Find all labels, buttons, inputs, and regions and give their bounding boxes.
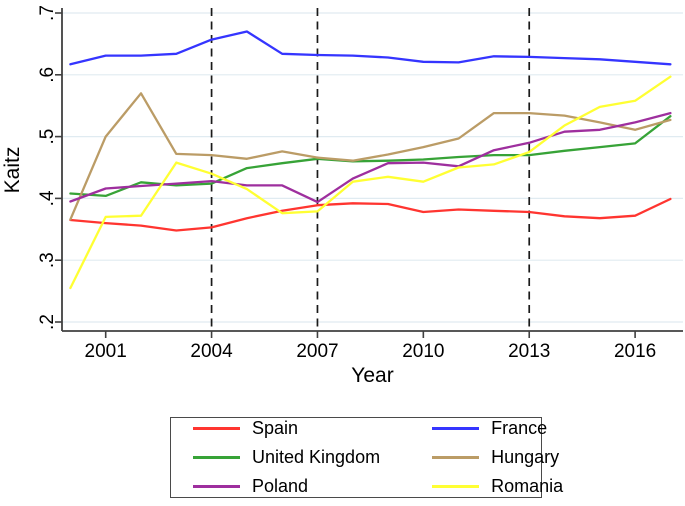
y-axis-title: Kaitz	[1, 146, 24, 194]
legend-item-france: France	[432, 418, 563, 439]
legend-label-france: France	[491, 418, 548, 438]
x-tick-label: 2013	[508, 341, 550, 362]
legend-item-spain: Spain	[193, 418, 380, 439]
series-line-poland	[69, 111, 672, 204]
y-tick-label: .6	[37, 67, 58, 83]
legend-item-poland: Poland	[193, 476, 380, 497]
x-tick-label: 2001	[85, 341, 127, 362]
legend-label-united-kingdom: United Kingdom	[252, 447, 381, 467]
series-line-hungary	[69, 92, 672, 221]
series-line-romania	[69, 75, 672, 290]
series-line-france	[69, 30, 672, 66]
legend-swatch-romania	[432, 485, 480, 488]
y-tick-label: .7	[37, 5, 58, 21]
legend-swatch-hungary	[432, 456, 480, 459]
legend-grid: Spain United Kingdom Poland France Hungary Ro…	[171, 412, 577, 503]
legend-swatch-poland	[193, 485, 240, 488]
y-tick-label: .2	[37, 314, 58, 330]
legend-swatch-united-kingdom	[193, 456, 240, 459]
series-line-spain	[69, 197, 672, 232]
y-tick-label: .5	[37, 129, 58, 145]
x-tick-label: 2016	[614, 341, 656, 362]
legend-label-spain: Spain	[252, 418, 299, 438]
legend-item-hungary: Hungary	[432, 447, 563, 468]
legend-label-hungary: Hungary	[491, 447, 560, 467]
x-tick-label: 2007	[296, 341, 338, 362]
plot-area: .2 .3 .4 .5 .6 .7 2001 2004 2007 2010 2013 2016	[37, 5, 683, 362]
y-tick-label: .4	[37, 190, 58, 206]
legend-swatch-spain	[193, 427, 240, 430]
y-tick-label: .3	[37, 252, 58, 268]
legend-item-united-kingdom: United Kingdom	[193, 447, 380, 468]
legend-item-romania: Romania	[432, 476, 563, 497]
legend: Spain United Kingdom Poland France Hungary Ro…	[170, 417, 563, 498]
legend-swatch-france	[432, 427, 480, 430]
legend-label-poland: Poland	[252, 476, 309, 496]
x-tick-label: 2010	[402, 341, 444, 362]
x-tick-label: 2004	[190, 341, 233, 362]
x-axis-title: Year	[351, 364, 394, 387]
legend-label-romania: Romania	[491, 476, 564, 496]
